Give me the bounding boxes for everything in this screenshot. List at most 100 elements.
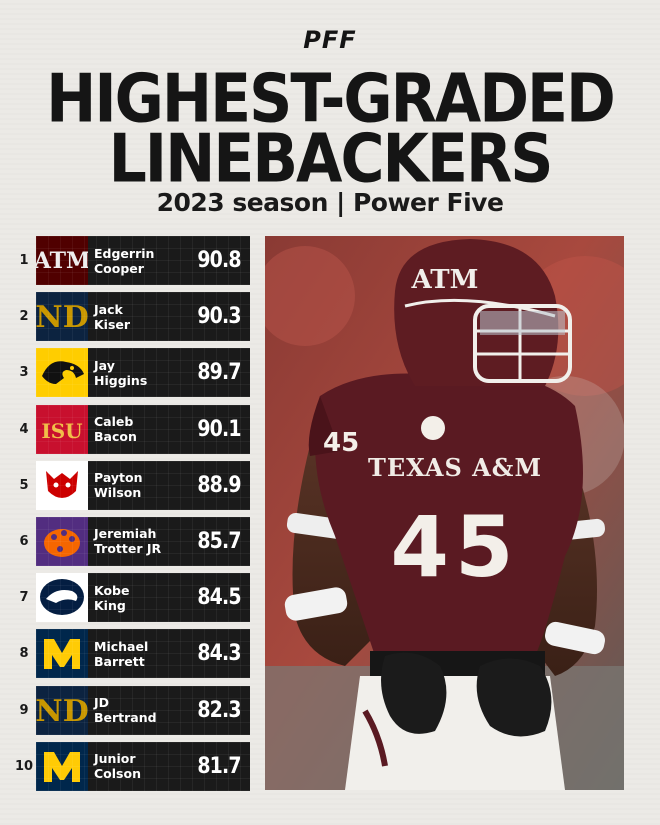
- player-card: ATM Edgerrin Cooper 90.8: [36, 236, 250, 285]
- rankings-list: 1 ATM Edgerrin Cooper 90.8 2 ND Jack Kiser 90.3…: [12, 236, 250, 798]
- player-card: Payton Wilson 88.9: [36, 460, 250, 510]
- player-card: Kobe King 84.5: [36, 573, 250, 623]
- michigan-logo-icon: [36, 741, 88, 791]
- player-name: JD Bertrand: [88, 686, 188, 735]
- player-grade: 85.7: [197, 528, 241, 554]
- player-grade: 89.7: [197, 360, 241, 386]
- player-name: Edgerrin Cooper: [88, 236, 188, 285]
- right-glove: [476, 658, 552, 737]
- player-card: ISU Caleb Bacon 90.1: [36, 404, 250, 454]
- ranking-row: 8 Michael Barrett 84.3: [12, 629, 250, 679]
- player-name: Jeremiah Trotter JR: [88, 517, 188, 566]
- ranking-row: 6 Jeremiah Trotter JR 85.7: [12, 516, 250, 566]
- player-last-name: King: [94, 597, 126, 613]
- player-photo: TEXAS A&M 45 45 ATM: [265, 236, 624, 790]
- player-name: Jay Higgins: [88, 348, 188, 397]
- player-card: Jay Higgins 89.7: [36, 348, 250, 398]
- svg-text:ATM: ATM: [36, 248, 88, 274]
- player-card: Michael Barrett 84.3: [36, 629, 250, 679]
- sec-patch-icon: [421, 416, 445, 440]
- player-name: Junior Colson: [88, 742, 188, 791]
- player-card: ND Jack Kiser 90.3: [36, 292, 250, 342]
- notre-dame-logo-icon: ND: [36, 292, 88, 342]
- player-name: Payton Wilson: [88, 461, 188, 510]
- helmet-logo: ATM: [411, 265, 479, 295]
- rank-number: 7: [19, 590, 29, 606]
- player-first-name: Payton: [94, 470, 143, 486]
- player-last-name: Colson: [94, 766, 141, 782]
- player-last-name: Kiser: [94, 316, 131, 332]
- player-first-name: Edgerrin: [94, 245, 155, 261]
- ranking-row: 10 Junior Colson 81.7: [12, 741, 250, 791]
- jersey-number: 45: [391, 498, 520, 596]
- player-grade: 90.8: [197, 248, 241, 273]
- nc-state-logo-icon: [36, 460, 88, 510]
- player-name: Kobe King: [88, 573, 188, 622]
- player-grade: 84.5: [197, 585, 241, 611]
- svg-text:ND: ND: [36, 300, 88, 335]
- rank-number: 4: [19, 421, 29, 437]
- player-last-name: Cooper: [94, 260, 144, 276]
- pff-logo: PFF: [287, 26, 373, 54]
- rank-number: 9: [19, 702, 29, 718]
- svg-text:ISU: ISU: [41, 419, 82, 443]
- rank-number: 3: [19, 365, 29, 381]
- ranking-row: 4 ISU Caleb Bacon 90.1: [12, 404, 250, 454]
- rank-number: 2: [19, 309, 29, 325]
- page-subtitle: 2023 season | Power Five: [156, 188, 504, 217]
- facemask: [473, 304, 572, 383]
- player-first-name: Jeremiah: [94, 526, 157, 542]
- clemson-logo-icon: [36, 516, 88, 566]
- page-title-line2: LINEBACKERS: [108, 119, 554, 199]
- player-name: Caleb Bacon: [88, 405, 188, 454]
- player-name: Michael Barrett: [88, 629, 188, 678]
- jersey-text: TEXAS A&M: [368, 453, 542, 482]
- pff-logo-text: PFF: [303, 28, 356, 52]
- ranking-row: 1 ATM Edgerrin Cooper 90.8: [12, 236, 250, 285]
- player-grade: 90.3: [197, 304, 241, 330]
- iowa-logo-icon: [36, 348, 88, 398]
- player-grade: 81.7: [197, 753, 241, 779]
- iowa-state-logo-icon: ISU: [36, 404, 88, 454]
- player-last-name: Wilson: [94, 485, 142, 501]
- rank-number: 8: [19, 646, 29, 662]
- player-grade: 84.3: [197, 641, 241, 667]
- left-glove: [381, 652, 447, 734]
- michigan-logo-icon: [36, 629, 88, 679]
- player-last-name: Bacon: [94, 429, 137, 445]
- rank-number: 6: [19, 533, 29, 549]
- player-card: ND JD Bertrand 82.3: [36, 685, 250, 735]
- player-card: Junior Colson 81.7: [36, 741, 250, 791]
- player-first-name: Kobe: [94, 582, 130, 598]
- ranking-row: 5 Payton Wilson 88.9: [12, 460, 250, 510]
- sleeve-number: 45: [323, 428, 359, 458]
- player-last-name: Barrett: [94, 653, 145, 669]
- player-first-name: JD: [94, 695, 110, 710]
- player-card: Jeremiah Trotter JR 85.7: [36, 516, 250, 566]
- jersey: [315, 373, 583, 656]
- texas-am-logo-icon: ATM: [36, 236, 88, 285]
- rank-number: 10: [14, 758, 34, 774]
- penn-state-logo-icon: [36, 573, 88, 623]
- rank-number: 1: [19, 253, 29, 268]
- player-first-name: Jack: [94, 301, 123, 317]
- rank-number: 5: [19, 477, 29, 493]
- ranking-row: 7 Kobe King 84.5: [12, 573, 250, 623]
- player-grade: 82.3: [197, 697, 241, 723]
- player-grade: 90.1: [197, 416, 241, 442]
- ranking-row: 9 ND JD Bertrand 82.3: [12, 685, 250, 735]
- player-first-name: Jay: [94, 357, 115, 373]
- player-last-name: Trotter JR: [94, 541, 162, 557]
- player-last-name: Bertrand: [94, 710, 157, 725]
- svg-text:ND: ND: [36, 694, 88, 729]
- notre-dame-logo-icon: ND: [36, 685, 88, 735]
- player-grade: 88.9: [197, 472, 241, 498]
- player-name: Jack Kiser: [88, 292, 188, 341]
- ranking-row: 2 ND Jack Kiser 90.3: [12, 292, 250, 342]
- player-first-name: Junior: [94, 751, 136, 767]
- ranking-row: 3 Jay Higgins 89.7: [12, 348, 250, 398]
- player-first-name: Michael: [94, 638, 149, 654]
- player-last-name: Higgins: [94, 372, 148, 388]
- page-title-line1: HIGHEST-GRADED: [46, 59, 616, 139]
- player-first-name: Caleb: [94, 414, 134, 430]
